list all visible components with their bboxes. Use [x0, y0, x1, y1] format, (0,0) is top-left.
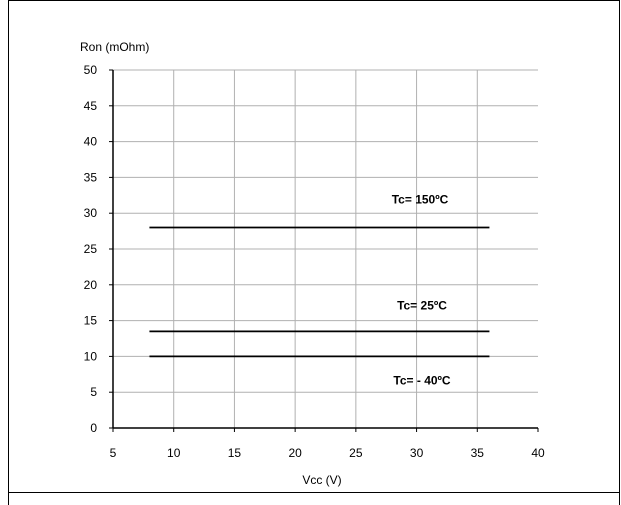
x-tick-label: 10 — [167, 446, 181, 460]
y-tick-label: 40 — [84, 135, 98, 149]
x-axis-title: Vcc (V) — [302, 473, 341, 487]
axes — [109, 69, 539, 432]
y-tick-label: 30 — [84, 206, 98, 220]
y-tick-label: 20 — [84, 278, 98, 292]
y-tick-label: 45 — [84, 99, 98, 113]
y-axis-title: Ron (mOhm) — [80, 40, 149, 54]
series-lines — [149, 226, 490, 358]
y-tick-label: 35 — [84, 170, 98, 184]
x-tick-label: 5 — [110, 446, 117, 460]
y-tick-label: 50 — [84, 63, 98, 77]
series-label: Tc= 25ºC — [397, 298, 447, 312]
y-tick-label: 10 — [84, 349, 98, 363]
series-label: Tc= - 40ºC — [393, 373, 451, 387]
chart-frame — [8, 0, 620, 505]
x-tick-label: 15 — [228, 446, 242, 460]
y-tick-label: 25 — [84, 242, 98, 256]
grid — [113, 69, 538, 428]
y-tick-label: 0 — [90, 421, 97, 435]
x-tick-label: 30 — [410, 446, 424, 460]
x-tick-label: 40 — [531, 446, 545, 460]
y-tick-label: 5 — [90, 385, 97, 399]
x-tick-label: 35 — [471, 446, 485, 460]
series-label: Tc= 150ºC — [392, 193, 449, 207]
x-tick-label: 25 — [349, 446, 363, 460]
x-tick-label: 20 — [288, 446, 302, 460]
series-labels: Tc= 150ºC Tc= 25ºC Tc= - 40ºC — [392, 193, 451, 388]
x-tick-labels: 5 10 15 20 25 30 35 40 — [110, 446, 545, 460]
y-tick-labels: 0 5 10 15 20 25 30 35 40 45 50 — [84, 63, 98, 435]
frame-bottom-rule — [8, 492, 620, 493]
y-tick-label: 15 — [84, 314, 98, 328]
